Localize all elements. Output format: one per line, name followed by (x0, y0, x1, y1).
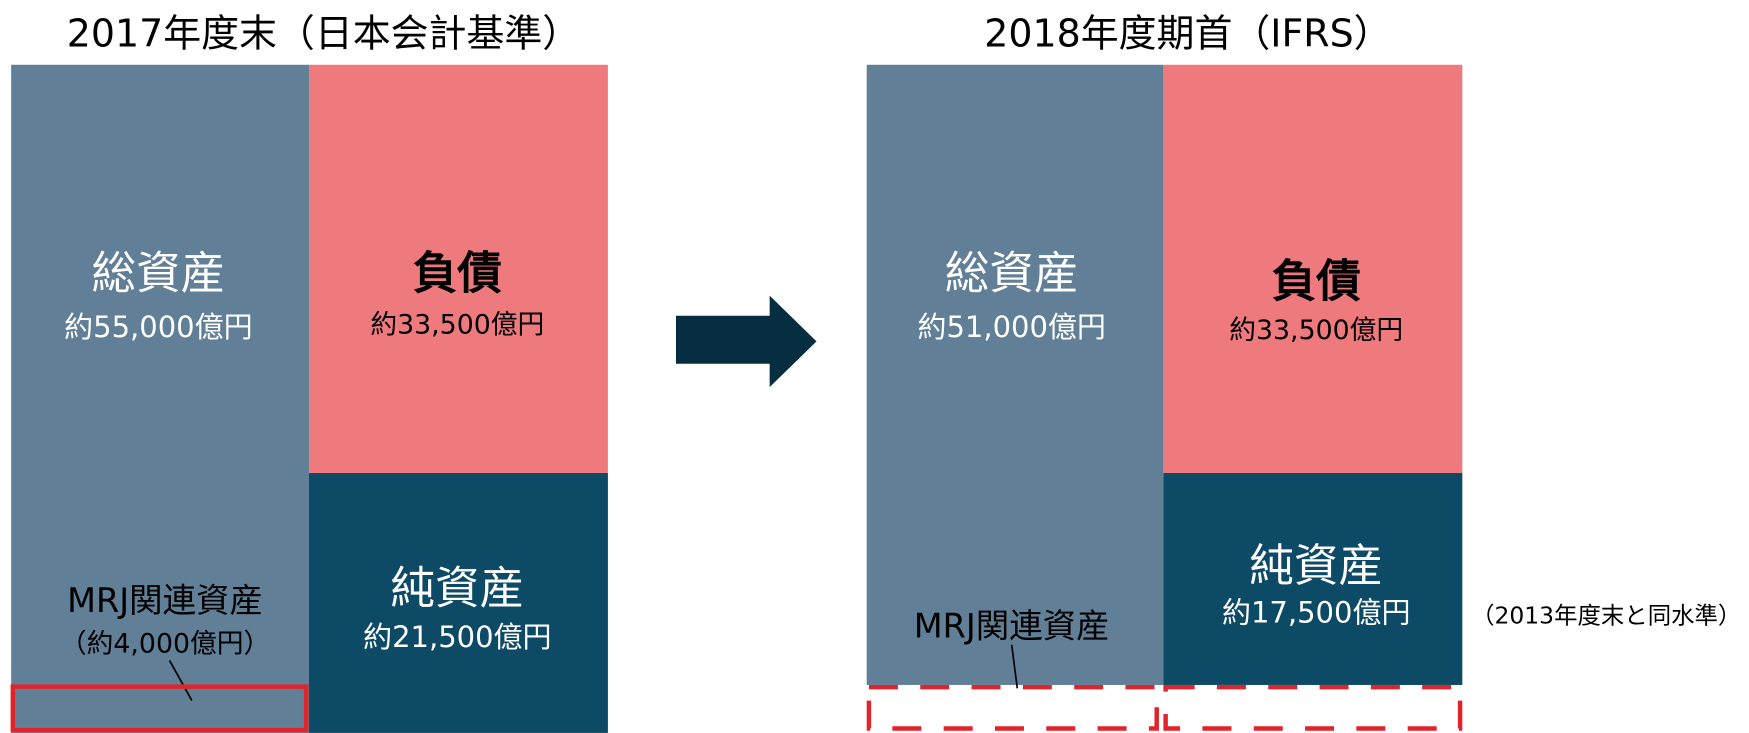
liabilities-block (1163, 64, 1463, 474)
net-assets-label: 純資産 (390, 562, 524, 614)
net-assets-amount: 約17,500億円 (1222, 596, 1410, 630)
mrj-dashed-box (866, 684, 1159, 731)
note: （2013年度末と同水準） (1471, 601, 1741, 629)
leader-line (168, 660, 193, 701)
left-title: 2017年度末（日本会計基準） (67, 11, 580, 55)
net-assets-label: 純資産 (1249, 540, 1383, 592)
mrj-box (10, 684, 309, 733)
net-assets-block (308, 473, 608, 733)
assets-label: 総資産 (945, 248, 1079, 300)
liabilities-amount: 約33,500億円 (370, 309, 544, 340)
mrj-label: MRJ関連資産 (67, 581, 263, 620)
right-title: 2018年度期首（IFRS） (984, 11, 1391, 55)
mrj-amount: （約4,000億円） (60, 628, 270, 659)
liabilities-amount: 約33,500億円 (1229, 315, 1403, 346)
leader-line (1010, 644, 1019, 689)
assets-block (11, 64, 309, 733)
assets-label: 総資産 (91, 248, 225, 300)
assets-amount: 約55,000億円 (64, 310, 252, 344)
assets-amount: 約51,000億円 (917, 310, 1105, 344)
liabilities-block (308, 64, 608, 474)
mrj-label: MRJ関連資産 (914, 607, 1110, 646)
arrow (675, 295, 817, 388)
assets-block (866, 64, 1164, 685)
net-assets-block (1163, 473, 1463, 685)
liabilities-label: 負債 (1272, 256, 1361, 308)
liabilities-label: 負債 (413, 248, 502, 300)
net-assets-amount: 約21,500億円 (363, 620, 551, 654)
net-dashed-box (1163, 684, 1463, 731)
